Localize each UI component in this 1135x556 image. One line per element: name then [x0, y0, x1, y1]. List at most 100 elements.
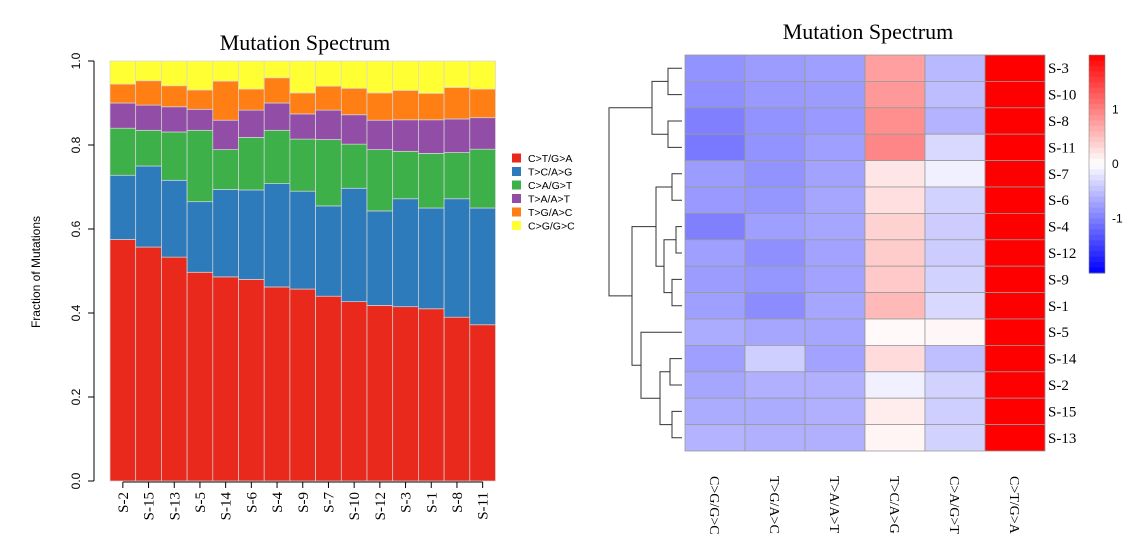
bar-segment — [161, 85, 188, 108]
bar-segment — [469, 324, 496, 482]
bar-segment — [186, 108, 214, 131]
bar-segment — [469, 60, 496, 90]
heatmap-cell — [804, 397, 866, 426]
heatmap-cell — [684, 397, 746, 426]
heatmap-cell — [924, 292, 986, 320]
legend-swatch — [512, 221, 521, 230]
heatmap-row-label: S-6 — [1048, 193, 1069, 209]
bar-segment — [366, 92, 394, 121]
bar-segment — [263, 102, 291, 131]
heatmap-cell — [924, 160, 986, 188]
heatmap-column-label: C>T/G>A — [1006, 476, 1021, 535]
color-key-segment — [1089, 267, 1105, 274]
heatmap-cell — [984, 318, 1046, 346]
bar-segment — [135, 60, 162, 82]
heatmap-cell — [864, 239, 926, 267]
color-key-segment — [1089, 65, 1105, 72]
heatmap-cell — [684, 107, 746, 135]
color-key-segment — [1089, 120, 1105, 127]
bar-segment — [469, 148, 496, 209]
heatmap-cell — [804, 371, 866, 399]
bar-segment — [392, 60, 419, 91]
heatmap-cell — [684, 344, 746, 373]
bar-segment — [263, 60, 291, 79]
bar-y-tick-label: 0.2 — [69, 388, 83, 405]
bar-segment — [212, 189, 239, 278]
bar-segment — [392, 150, 419, 200]
heatmap-cell — [684, 371, 746, 399]
heatmap-cells — [684, 54, 1046, 452]
heatmap-row-label: S-15 — [1048, 404, 1076, 420]
heatmap-cell — [864, 160, 926, 188]
heatmap-cell — [924, 397, 986, 426]
heatmap-cell — [864, 397, 926, 426]
bar-y-tick-label: 0.8 — [69, 136, 83, 153]
bar-x-tick-label: S-10 — [347, 492, 363, 520]
color-key-segment — [1089, 142, 1105, 149]
bar-segment — [443, 60, 471, 88]
bar-segment — [186, 89, 214, 110]
bar-segment — [161, 179, 188, 258]
heatmap-cell — [924, 239, 986, 267]
bar-segment — [366, 305, 394, 482]
bar-segment — [238, 109, 265, 138]
heatmap-cell — [684, 292, 746, 320]
dendrogram-branch — [671, 278, 682, 307]
color-key-segment — [1089, 223, 1105, 230]
bar-segment — [315, 60, 342, 87]
bar-x-tick-label: S-3 — [399, 492, 415, 513]
bar-segment — [443, 198, 471, 318]
legend-label: C>G/G>C — [528, 221, 575, 233]
bar-segment — [392, 198, 419, 308]
bar-segment — [109, 102, 137, 129]
heatmap-row-label: S-8 — [1048, 114, 1069, 130]
bar-x-tick-label: S-5 — [193, 492, 209, 513]
bar-segment — [289, 60, 316, 94]
dendrogram-branch — [608, 107, 652, 297]
bar-segment — [340, 114, 368, 145]
heatmap-cell — [924, 186, 986, 214]
heatmap-cell — [924, 81, 986, 109]
bar-segment — [418, 119, 445, 154]
bar-segment — [186, 129, 214, 203]
bar-segment — [238, 279, 265, 482]
heatmap-cell — [984, 81, 1046, 109]
color-key-segment — [1089, 136, 1105, 143]
color-key-segment — [1089, 71, 1105, 78]
color-key-segment — [1089, 196, 1105, 203]
color-key-segment — [1089, 158, 1105, 165]
heatmap-cell — [744, 292, 806, 320]
heatmap-row-label: S-12 — [1048, 246, 1076, 262]
heatmap-row-label: S-14 — [1048, 352, 1077, 368]
color-key-segment — [1089, 191, 1105, 198]
heatmap-cell — [744, 212, 806, 241]
color-key-segment — [1089, 234, 1105, 241]
dendrogram-branch — [667, 67, 682, 96]
heatmap-cell — [924, 265, 986, 294]
heatmap-cell — [684, 424, 746, 452]
bar-y-tick-label: 1.0 — [69, 52, 83, 69]
heatmap-cell — [924, 344, 986, 373]
color-key-tick-label: 0 — [1112, 157, 1119, 171]
heatmap-cell — [684, 54, 746, 82]
bar-segment — [418, 308, 445, 482]
heatmap-cell — [924, 133, 986, 161]
bar-segment — [263, 77, 291, 104]
bar-segment — [289, 190, 316, 290]
color-key-segment — [1089, 131, 1105, 138]
heatmap-cell — [984, 292, 1046, 320]
heatmap-cell — [684, 265, 746, 294]
heatmap-cell — [984, 344, 1046, 373]
dendrogram-branch — [640, 331, 682, 399]
heatmap-cell — [924, 212, 986, 241]
heatmap-cell — [864, 212, 926, 241]
bar-segment — [340, 143, 368, 189]
heatmap-cell — [744, 81, 806, 109]
bar-segment — [315, 109, 342, 140]
heatmap-cell — [804, 186, 866, 214]
heatmap-row-label: S-10 — [1048, 88, 1076, 104]
heatmap-chart: Mutation Spectrum S-3S-10S-8S-11S-7S-6S-… — [608, 19, 1123, 535]
legend-swatch — [512, 207, 521, 217]
heatmap-column-labels: C>G/G>C T>G/A>C T>A/A>T T>C/A>G C>A/G>T C>T/G… — [706, 476, 1021, 535]
bar-segment — [161, 106, 188, 133]
